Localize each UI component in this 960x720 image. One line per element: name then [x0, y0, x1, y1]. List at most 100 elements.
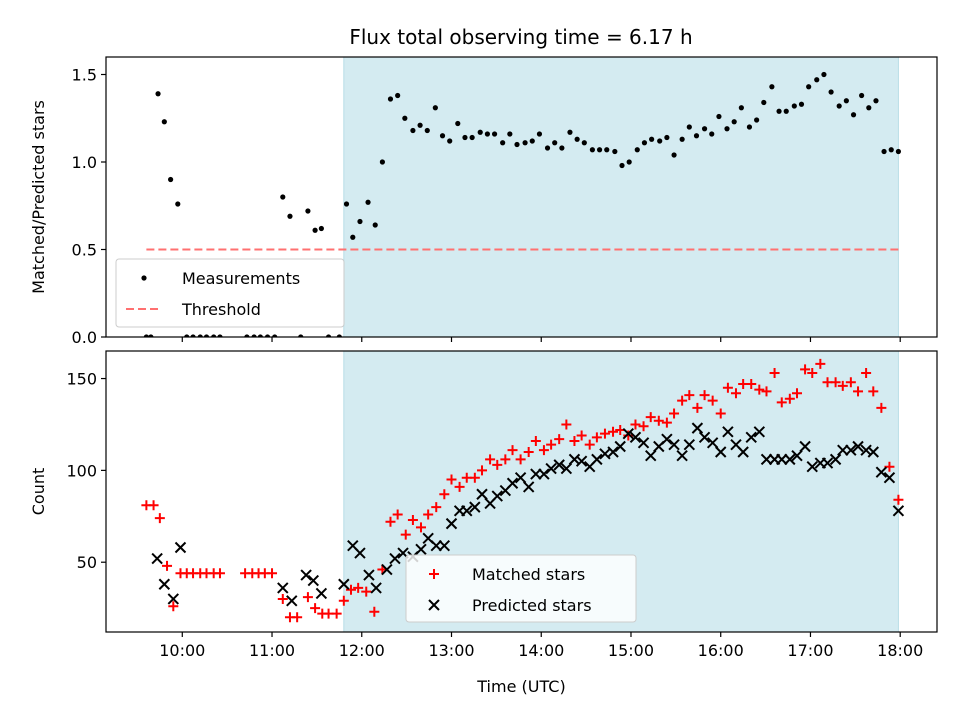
matched-point — [868, 386, 879, 397]
measurement-point — [888, 147, 894, 153]
x-tick-label: 10:00 — [159, 641, 205, 660]
y-tick-label: 0.0 — [72, 328, 97, 347]
measurement-point — [148, 334, 154, 337]
matched-point — [754, 384, 765, 395]
measurement-point — [484, 131, 490, 137]
measurement-point — [761, 99, 767, 106]
predicted-point — [174, 541, 187, 554]
measurement-point — [634, 147, 640, 153]
matched-point — [267, 568, 278, 579]
predicted-point — [506, 477, 519, 489]
matched-point — [507, 445, 518, 456]
measurement-point — [325, 334, 332, 337]
matched-point — [746, 379, 757, 390]
measurement-point — [776, 108, 782, 114]
matched-point — [345, 584, 356, 595]
measurement-point — [395, 92, 401, 99]
predicted-point — [791, 449, 803, 462]
measurement-point — [350, 234, 356, 240]
matched-point — [530, 435, 541, 446]
legend-label: Measurements — [182, 269, 300, 288]
predicted-point — [715, 446, 727, 458]
predicted-point — [829, 453, 842, 466]
matched-point — [707, 395, 718, 406]
measurement-point — [686, 124, 692, 130]
predicted-point — [745, 431, 757, 444]
x-tick-label: 16:00 — [698, 641, 744, 660]
measurement-point — [626, 159, 632, 165]
predicted-point — [867, 446, 879, 458]
matched-point — [353, 582, 364, 593]
matched-point — [214, 568, 225, 579]
measurement-point — [264, 334, 271, 337]
predicted-point — [683, 438, 696, 451]
axes-frame — [105, 350, 938, 633]
matched-point — [722, 382, 733, 393]
measurement-point — [567, 129, 573, 135]
matched-point — [692, 402, 703, 413]
measurement-point — [873, 98, 879, 104]
predicted-point — [158, 578, 171, 590]
axes-frame — [105, 56, 938, 338]
legend-label: Threshold — [181, 300, 261, 319]
measurement-point — [272, 334, 278, 337]
predicted-point — [307, 574, 320, 587]
measurement-point — [410, 127, 416, 134]
matched-point — [546, 439, 557, 450]
measurement-point — [671, 152, 677, 158]
matched-point — [569, 435, 580, 446]
predicted-point — [277, 582, 289, 594]
matched-point — [677, 395, 688, 406]
measurement-point — [783, 108, 789, 114]
chart-title: Flux total observing time = 6.17 h — [349, 25, 692, 49]
predicted-point — [784, 453, 796, 466]
matched-point — [423, 509, 434, 520]
matched-point — [148, 500, 159, 511]
matched-point — [884, 461, 895, 472]
measurement-point — [491, 131, 498, 137]
predicted-point — [522, 481, 535, 493]
matched-point — [699, 390, 710, 401]
predicted-point — [445, 517, 458, 530]
predicted-point — [538, 468, 550, 480]
measurement-point — [619, 162, 625, 169]
matched-point — [776, 397, 787, 408]
measurement-point — [612, 148, 618, 155]
measurement-point — [155, 91, 161, 97]
predicted-point — [799, 440, 811, 453]
matched-point — [168, 601, 179, 612]
matched-point — [400, 529, 411, 540]
predicted-point — [315, 587, 328, 600]
y-tick-label: 100 — [66, 461, 97, 480]
matched-point — [807, 368, 818, 379]
matched-point — [861, 368, 872, 379]
measurement-point — [175, 201, 181, 207]
observing-window-shade — [343, 56, 899, 338]
measurement-point — [298, 334, 304, 337]
measurement-point — [746, 124, 753, 130]
predicted-point — [668, 438, 680, 451]
predicted-point — [560, 462, 573, 475]
predicted-point — [575, 455, 588, 467]
predicted-point — [461, 505, 473, 517]
matched-point — [385, 516, 396, 527]
measurement-point — [469, 134, 475, 141]
measurement-point — [754, 117, 760, 123]
matched-point — [477, 465, 488, 476]
predicted-point — [737, 446, 749, 458]
matched-point — [292, 612, 303, 623]
matched-point — [630, 419, 641, 430]
predicted-point — [389, 552, 401, 565]
matched-point — [623, 430, 634, 441]
predicted-point — [753, 426, 766, 438]
measurement-point — [806, 84, 812, 90]
predicted-point — [875, 466, 888, 478]
matched-point — [454, 481, 465, 492]
x-tick-label: 11:00 — [249, 641, 295, 660]
y-tick-label: 1.5 — [72, 66, 97, 85]
matched-point — [439, 489, 450, 500]
measurement-point — [574, 136, 580, 142]
measurement-point — [343, 201, 350, 207]
measurement-point — [184, 334, 190, 337]
